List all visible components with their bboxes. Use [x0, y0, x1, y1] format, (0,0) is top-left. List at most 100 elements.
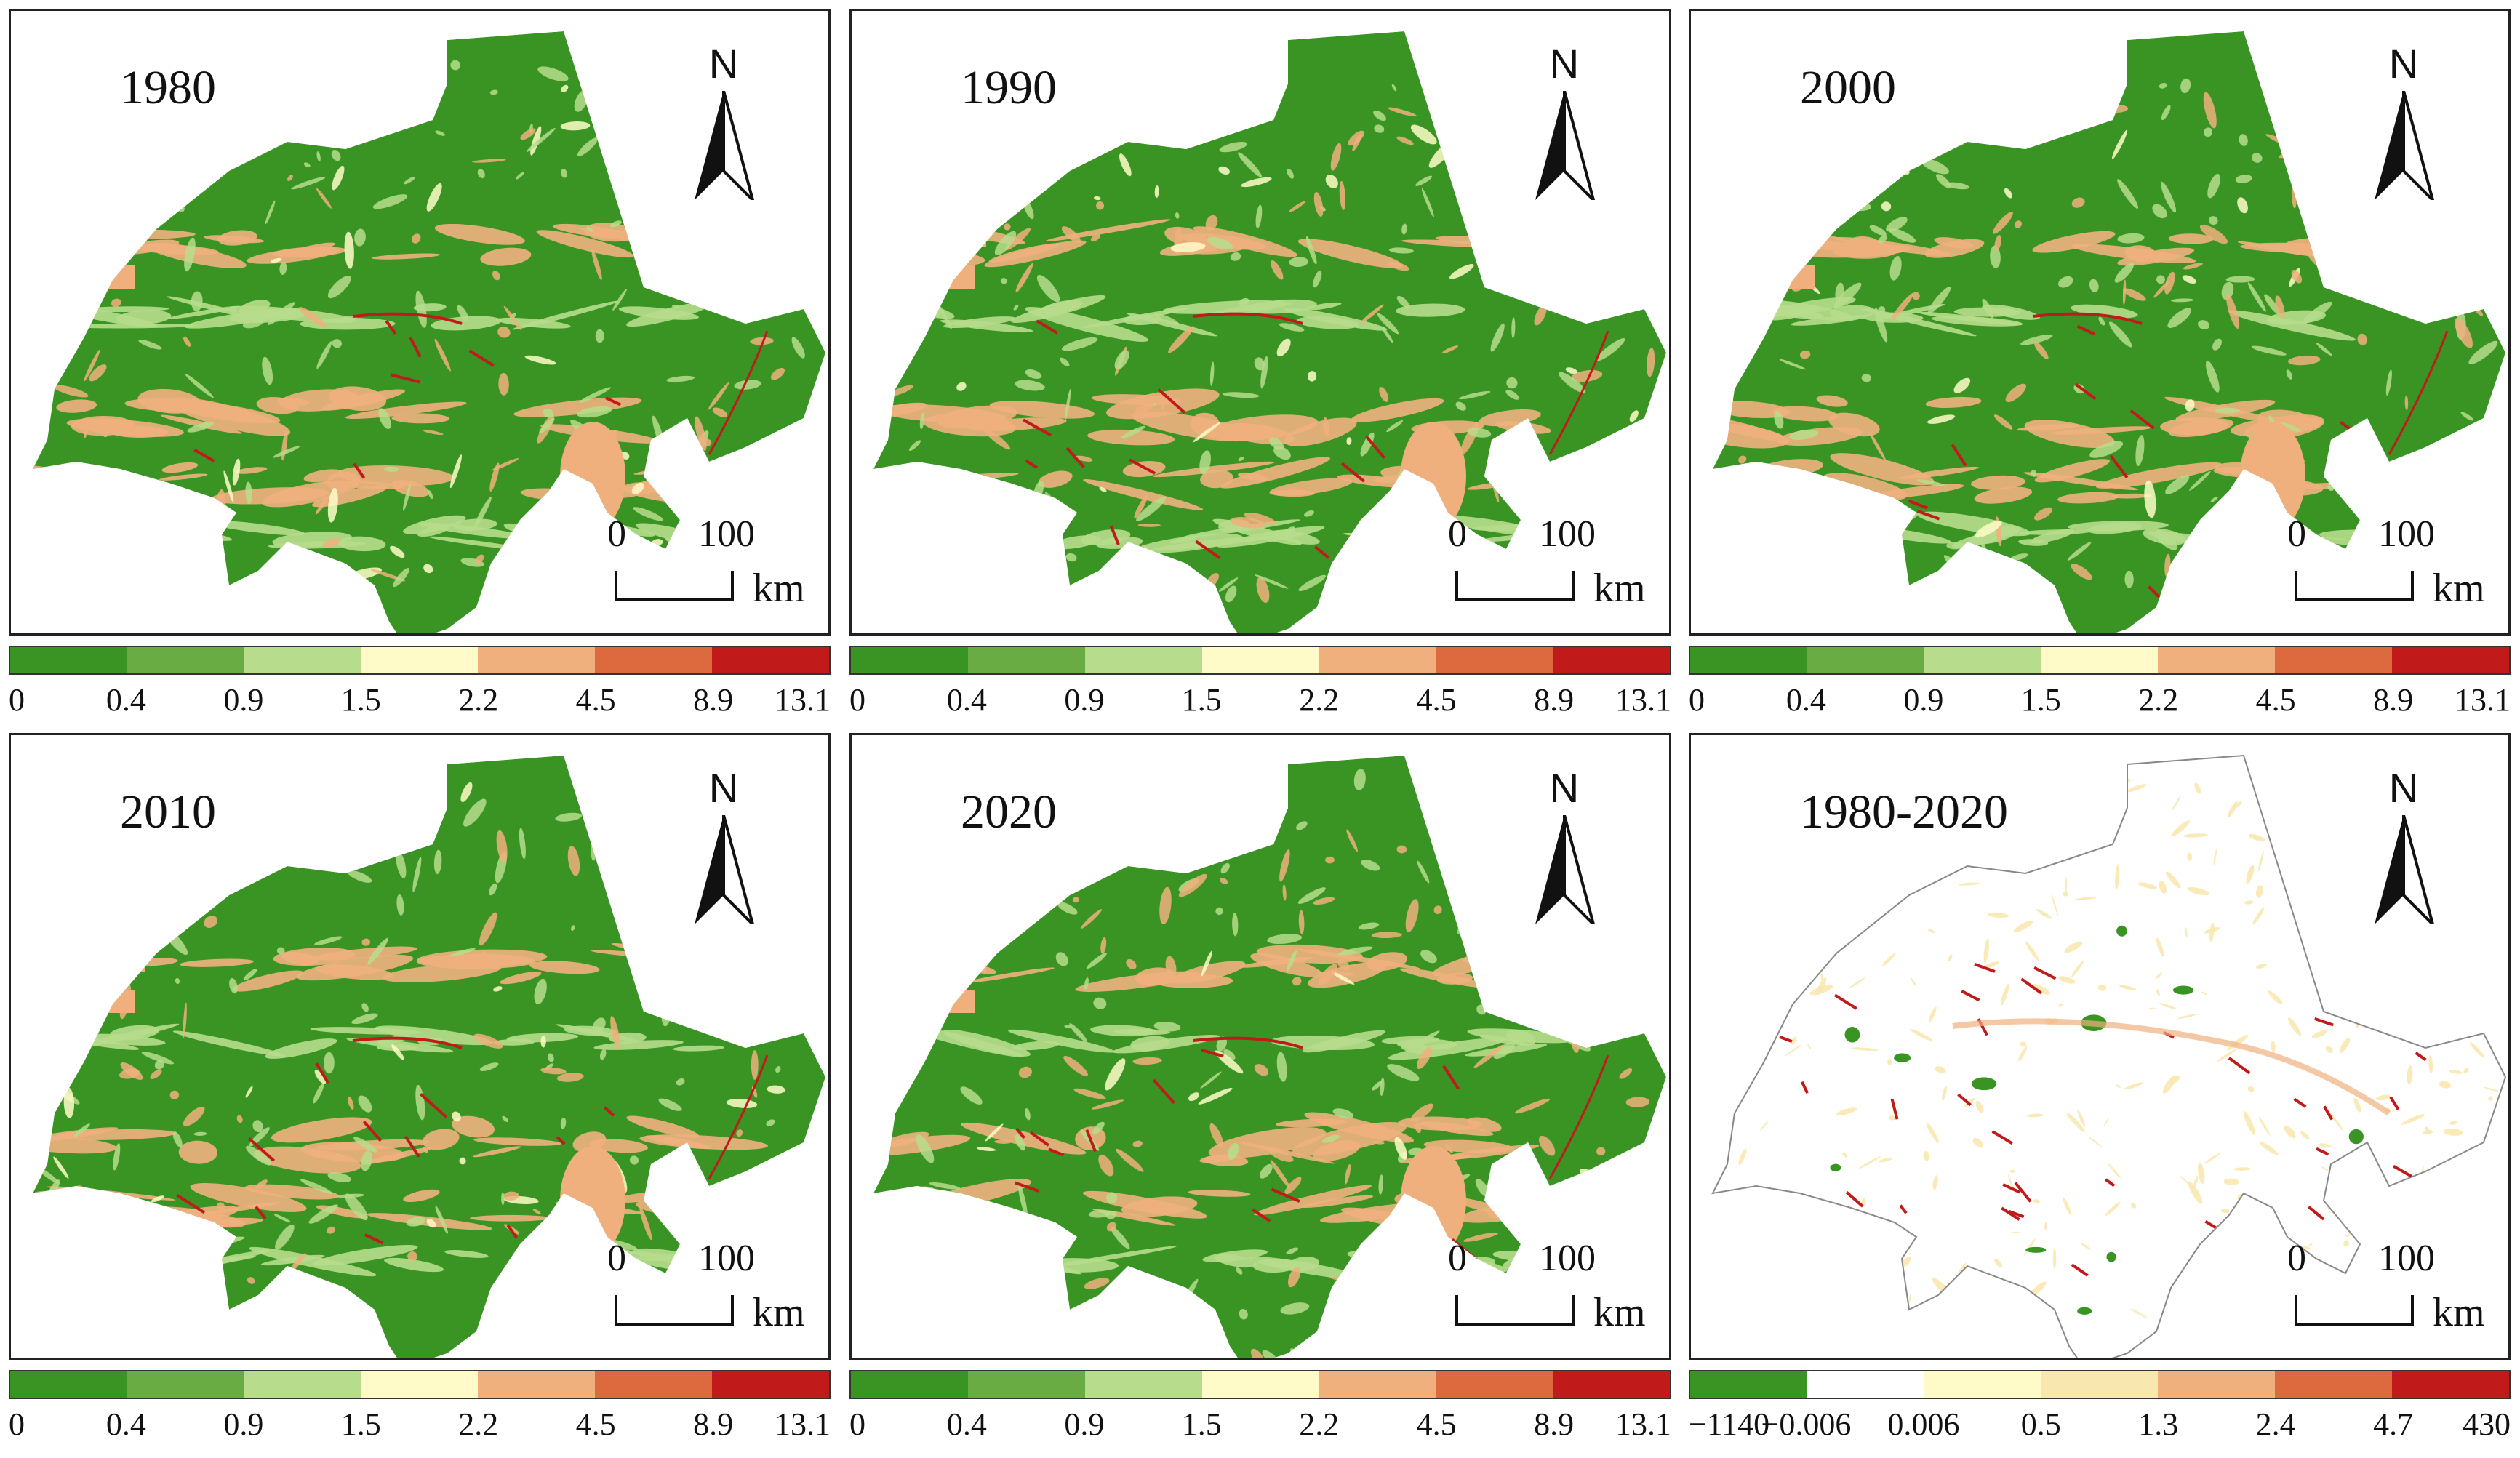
- legend-swatch: [1436, 647, 1553, 673]
- scale-label-start: 0: [1448, 513, 1467, 555]
- map-frame: 1980 N 0 100 km: [9, 9, 831, 636]
- scale-bar: 0 100 km: [607, 513, 825, 622]
- legend-swatch: [1807, 1371, 1924, 1398]
- legend-label: 1.3: [2138, 1406, 2179, 1442]
- legend-label: 13.1: [1615, 1406, 1671, 1442]
- north-arrow-icon: [1535, 815, 1596, 924]
- legend-label: 2.2: [458, 1406, 499, 1442]
- north-label: N: [708, 765, 739, 811]
- legend-label: 1.5: [340, 682, 381, 718]
- legend-label: 13.1: [2455, 682, 2511, 718]
- legend-swatch: [595, 1371, 713, 1398]
- scale-label-start: 0: [1448, 1238, 1467, 1279]
- scale-unit: km: [1593, 1290, 1646, 1335]
- legend-labels: 0 0.4 0.9 1.5 2.2 4.5 8.9 13.1: [849, 1406, 1671, 1442]
- north-arrow-icon: [695, 91, 755, 200]
- scale-line: [615, 1295, 734, 1326]
- legend-swatch: [10, 647, 127, 673]
- scale-unit: km: [753, 1290, 805, 1335]
- legend-label: 2.2: [2138, 682, 2179, 718]
- legend-label: 1.5: [340, 1406, 381, 1442]
- scale-label-end: 100: [2378, 513, 2435, 555]
- legend-label: 8.9: [2373, 682, 2414, 718]
- region-map: [1711, 754, 2507, 1358]
- legend-swatch: [1690, 647, 1807, 673]
- scale-label-end: 100: [1539, 1238, 1596, 1279]
- legend-label: 0: [9, 682, 25, 718]
- legend-swatch: [1201, 647, 1319, 673]
- map-frame: 2010 N 0 100 km: [9, 733, 831, 1360]
- scale-label-start: 0: [2287, 513, 2306, 555]
- legend-swatch: [361, 1371, 479, 1398]
- legend-label: 0.4: [105, 1406, 146, 1442]
- legend-swatch: [967, 1371, 1085, 1398]
- north-label: N: [1549, 41, 1580, 87]
- region-map: [33, 31, 825, 633]
- panel-title: 1980-2020: [1800, 785, 2008, 838]
- scale-label-end: 100: [698, 513, 755, 555]
- legend-label: 0: [849, 1406, 865, 1442]
- panel-title: 1980: [120, 61, 216, 114]
- legend-label: 8.9: [693, 682, 734, 718]
- legend-swatch: [2392, 1371, 2510, 1398]
- legend-bar: [1689, 646, 2511, 675]
- legend-swatch: [2158, 1371, 2276, 1398]
- panel-title: 2000: [1800, 61, 1896, 114]
- legend-label: 0.4: [946, 682, 987, 718]
- legend-swatch: [851, 647, 968, 673]
- legend-label: 0.9: [223, 682, 264, 718]
- legend-swatch: [1084, 1371, 1202, 1398]
- legend-label: 4.5: [2255, 682, 2296, 718]
- legend-label: 4.5: [575, 1406, 616, 1442]
- north-label: N: [2388, 41, 2419, 87]
- map-frame: 1980-2020 N 0 100 km: [1689, 733, 2511, 1360]
- legend-label: 8.9: [1534, 1406, 1575, 1442]
- legend-swatch: [967, 647, 1085, 673]
- legend-label: 0.4: [1785, 682, 1826, 718]
- north-arrow-icon: [2375, 91, 2435, 200]
- legend-label: 4.5: [1416, 1406, 1457, 1442]
- legend-bar: [9, 646, 831, 675]
- legend-swatch: [2158, 647, 2276, 673]
- legend-label: 0.006: [1887, 1406, 1960, 1442]
- panel-title: 1990: [961, 61, 1057, 114]
- legend-swatch: [2275, 1371, 2393, 1398]
- scale-line: [1455, 1295, 1575, 1326]
- legend-labels: 0 0.4 0.9 1.5 2.2 4.5 8.9 13.1: [1689, 681, 2511, 718]
- legend-label: 1.5: [1181, 1406, 1222, 1442]
- scale-unit: km: [1593, 566, 1646, 611]
- legend-swatch: [1690, 1371, 1807, 1398]
- scale-unit: km: [2433, 1290, 2485, 1335]
- panel-title: 2010: [120, 785, 216, 838]
- legend-label: −1140: [1689, 1406, 1770, 1442]
- north-arrow-icon: [695, 815, 755, 924]
- legend-label: 13.1: [1615, 682, 1671, 718]
- legend-label: 2.2: [1299, 682, 1340, 718]
- scale-label-start: 0: [607, 513, 626, 555]
- legend-swatch: [1084, 647, 1202, 673]
- legend-label: 0.9: [1064, 682, 1105, 718]
- legend-swatch: [2392, 647, 2510, 673]
- legend-swatch: [244, 647, 361, 673]
- legend-label: 2.2: [458, 682, 499, 718]
- legend-swatch: [244, 1371, 361, 1398]
- scale-label-start: 0: [607, 1238, 626, 1279]
- legend-swatch: [2041, 1371, 2159, 1398]
- scale-line: [2295, 1295, 2414, 1326]
- legend-swatch: [478, 1371, 596, 1398]
- legend-label: 13.1: [775, 682, 831, 718]
- legend-swatch: [361, 647, 479, 673]
- legend-label: 0: [849, 682, 865, 718]
- region-map: [873, 31, 1666, 633]
- map-frame: 2020 N 0 100 km: [849, 733, 1671, 1360]
- legend-swatch: [1201, 1371, 1319, 1398]
- legend-label: 13.1: [775, 1406, 831, 1442]
- legend-label: 2.2: [1299, 1406, 1340, 1442]
- legend-swatch: [1807, 647, 1924, 673]
- scale-bar: 0 100 km: [1448, 513, 1666, 622]
- scale-line: [1455, 571, 1575, 601]
- north-label: N: [1549, 765, 1580, 811]
- legend-swatch: [127, 647, 244, 673]
- legend-label: 2.4: [2255, 1406, 2296, 1442]
- region-map: [873, 756, 1666, 1358]
